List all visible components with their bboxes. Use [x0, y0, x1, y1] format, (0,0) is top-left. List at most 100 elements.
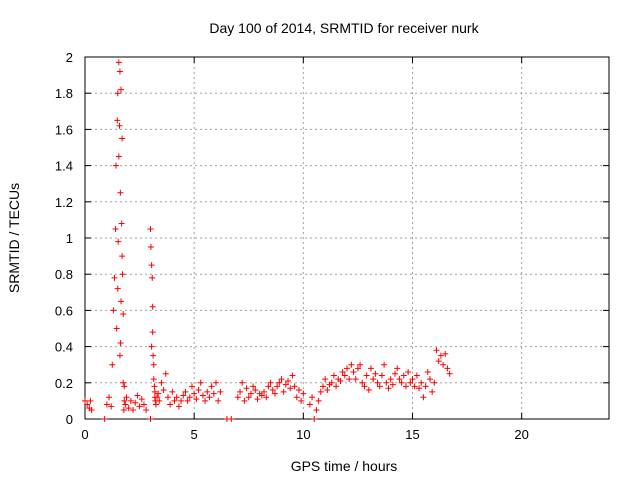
data-point	[276, 379, 283, 386]
data-point	[250, 383, 257, 390]
data-point	[313, 406, 320, 413]
data-point	[319, 383, 326, 390]
data-point	[117, 339, 124, 346]
data-point	[435, 358, 442, 365]
data-point	[311, 416, 318, 422]
data-point	[110, 307, 117, 314]
x-tick-label: 10	[296, 427, 310, 442]
data-point	[228, 416, 235, 422]
data-point	[138, 396, 145, 403]
data-point	[182, 388, 189, 395]
data-point	[127, 397, 134, 404]
data-point	[123, 394, 130, 401]
data-point	[245, 394, 252, 401]
data-point	[274, 383, 281, 390]
data-point	[374, 379, 381, 386]
data-point	[446, 370, 453, 377]
data-point	[405, 368, 412, 375]
data-point	[173, 394, 180, 401]
data-point	[132, 399, 139, 406]
data-point	[119, 271, 126, 278]
data-point	[413, 372, 420, 379]
data-point	[122, 401, 129, 408]
data-point	[243, 385, 250, 392]
data-point	[82, 397, 88, 404]
data-point	[402, 383, 409, 390]
data-point	[324, 387, 331, 394]
data-point	[121, 383, 128, 390]
data-point	[113, 325, 120, 332]
data-point	[341, 372, 348, 379]
data-point	[167, 401, 174, 408]
data-point	[398, 379, 405, 386]
data-point	[130, 406, 137, 413]
data-point	[261, 388, 268, 395]
data-point	[247, 390, 254, 397]
data-point	[117, 189, 124, 196]
y-tick-label: 0.2	[55, 376, 73, 391]
data-point	[119, 135, 126, 142]
data-point	[442, 350, 449, 357]
data-point	[433, 347, 440, 354]
data-point	[148, 262, 155, 269]
data-point	[109, 361, 116, 368]
data-point	[263, 394, 270, 401]
data-point	[158, 379, 165, 386]
data-point	[387, 376, 394, 383]
data-point	[420, 394, 427, 401]
data-point	[280, 388, 287, 395]
data-point	[239, 379, 246, 386]
data-point	[378, 372, 385, 379]
y-tick-label: 0	[66, 412, 73, 427]
data-point	[162, 370, 169, 377]
data-point	[136, 403, 143, 410]
y-tick-label: 1.4	[55, 159, 73, 174]
data-point	[337, 377, 344, 384]
data-point	[431, 379, 438, 386]
data-point	[115, 238, 122, 245]
data-point	[396, 376, 403, 383]
data-point	[199, 392, 206, 399]
data-point	[116, 68, 123, 75]
data-point	[372, 370, 379, 377]
y-tick-label: 0.8	[55, 267, 73, 282]
x-tick-label: 0	[81, 427, 88, 442]
data-point	[444, 365, 451, 372]
data-point	[282, 381, 289, 388]
data-point	[400, 372, 407, 379]
data-point	[118, 298, 125, 305]
data-point	[271, 390, 278, 397]
data-point	[407, 379, 414, 386]
data-point	[429, 388, 436, 395]
data-point	[213, 379, 219, 386]
data-point	[147, 416, 154, 422]
y-axis-label: SRMTID / TECUs	[6, 183, 22, 293]
data-point	[191, 390, 198, 397]
y-tick-label: 2	[66, 50, 73, 65]
data-point	[348, 361, 355, 368]
y-tick-label: 0.6	[55, 303, 73, 318]
y-ticks: 0 0.2 0.4 0.6 0.8 1 1.2 1.4 1.6 1.8 2	[55, 50, 609, 427]
y-tick-label: 1.6	[55, 122, 73, 137]
data-point	[118, 86, 125, 93]
data-point	[119, 253, 126, 260]
data-point	[147, 225, 154, 232]
data-point	[149, 303, 156, 310]
y-tick-label: 1	[66, 231, 73, 246]
data-point	[328, 379, 335, 386]
x-ticks: 0 5 10 15 20	[81, 57, 529, 442]
data-point	[265, 383, 272, 390]
data-point	[352, 376, 359, 383]
data-point	[385, 385, 392, 392]
data-point	[118, 220, 125, 227]
data-point	[422, 383, 429, 390]
data-point	[437, 352, 444, 359]
data-point	[134, 392, 141, 399]
data-point	[188, 383, 195, 390]
data-point	[115, 153, 122, 160]
data-point	[300, 390, 307, 397]
data-point	[208, 383, 215, 390]
data-point	[184, 397, 191, 404]
data-point	[339, 368, 346, 375]
data-point	[269, 387, 276, 394]
